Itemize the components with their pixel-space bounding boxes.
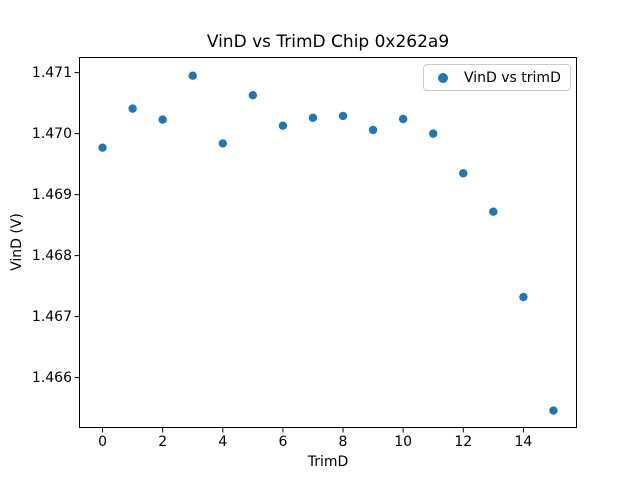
y-tick-label: 1.469 [31,186,72,203]
data-point [398,114,408,124]
x-tick-label: 14 [514,434,533,450]
legend-marker-icon [438,72,448,83]
data-point [549,406,558,415]
data-point [158,115,167,124]
chart-title: VinD vs TrimD Chip 0x262a9 [206,32,450,52]
data-point [459,169,468,178]
data-point [338,111,348,121]
data-point [308,113,318,122]
legend: VinD vs trimD [423,64,571,91]
y-tick-label: 1.467 [31,308,72,325]
legend-label: VinD vs trimD [464,69,561,86]
y-tick-label: 1.470 [31,125,72,142]
data-point [278,121,288,130]
data-point [98,143,107,152]
y-axis-label: VinD (V) [9,213,25,271]
x-axis-label: TrimD [307,454,349,470]
x-tick-label: 8 [338,434,348,450]
y-tick-label: 1.468 [31,247,72,264]
y-tick-label: 1.466 [31,369,72,386]
data-point [188,71,197,80]
data-point [429,129,438,138]
x-tick-label: 10 [394,434,413,450]
x-tick-label: 2 [158,434,168,450]
x-tick-label: 6 [278,434,288,450]
data-point [519,292,528,302]
data-point [368,125,378,135]
x-tick-label: 0 [98,434,107,450]
data-point [128,104,137,113]
y-tick-label: 1.471 [31,64,72,81]
data-point [489,207,498,216]
x-tick-label: 4 [218,434,228,450]
data-point [248,91,258,100]
data-point [218,139,227,148]
x-tick-label: 12 [454,434,473,450]
axes-frame [79,57,577,428]
